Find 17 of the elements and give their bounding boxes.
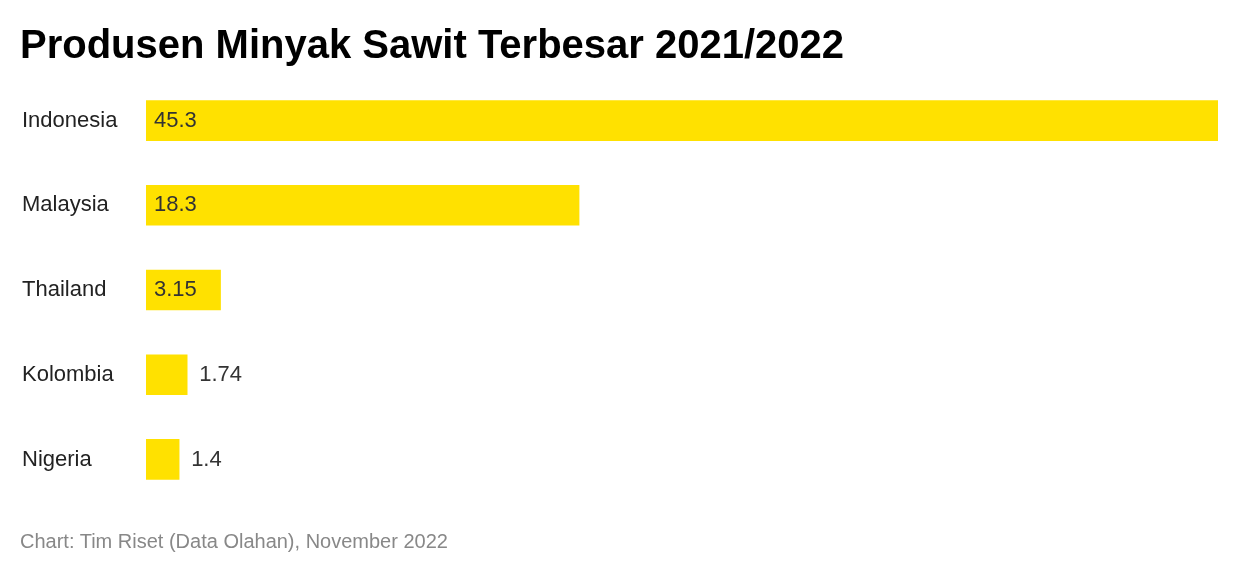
data-label: 18.3 (154, 191, 197, 217)
bar (146, 184, 580, 226)
data-label: 1.74 (199, 360, 242, 386)
data-label: 3.15 (154, 276, 197, 302)
y-tick-label: Nigeria (22, 445, 93, 471)
y-tick-label: Malaysia (22, 191, 110, 217)
bar (146, 439, 180, 480)
bar (146, 100, 1218, 141)
bar (146, 269, 221, 311)
text: Chart: Tim Riset (Data Olahan), November 2022 (20, 530, 448, 553)
chart-title: Produsen Minyak Sawit Terbesar 2021/2022 (20, 22, 845, 67)
bar (146, 354, 188, 396)
data-label: 1.4 (191, 445, 222, 471)
y-tick-label: Thailand (22, 276, 107, 302)
y-tick-label: Indonesia (22, 106, 119, 132)
y-tick-label: Kolombia (22, 360, 115, 386)
data-label: 45.3 (154, 106, 197, 132)
